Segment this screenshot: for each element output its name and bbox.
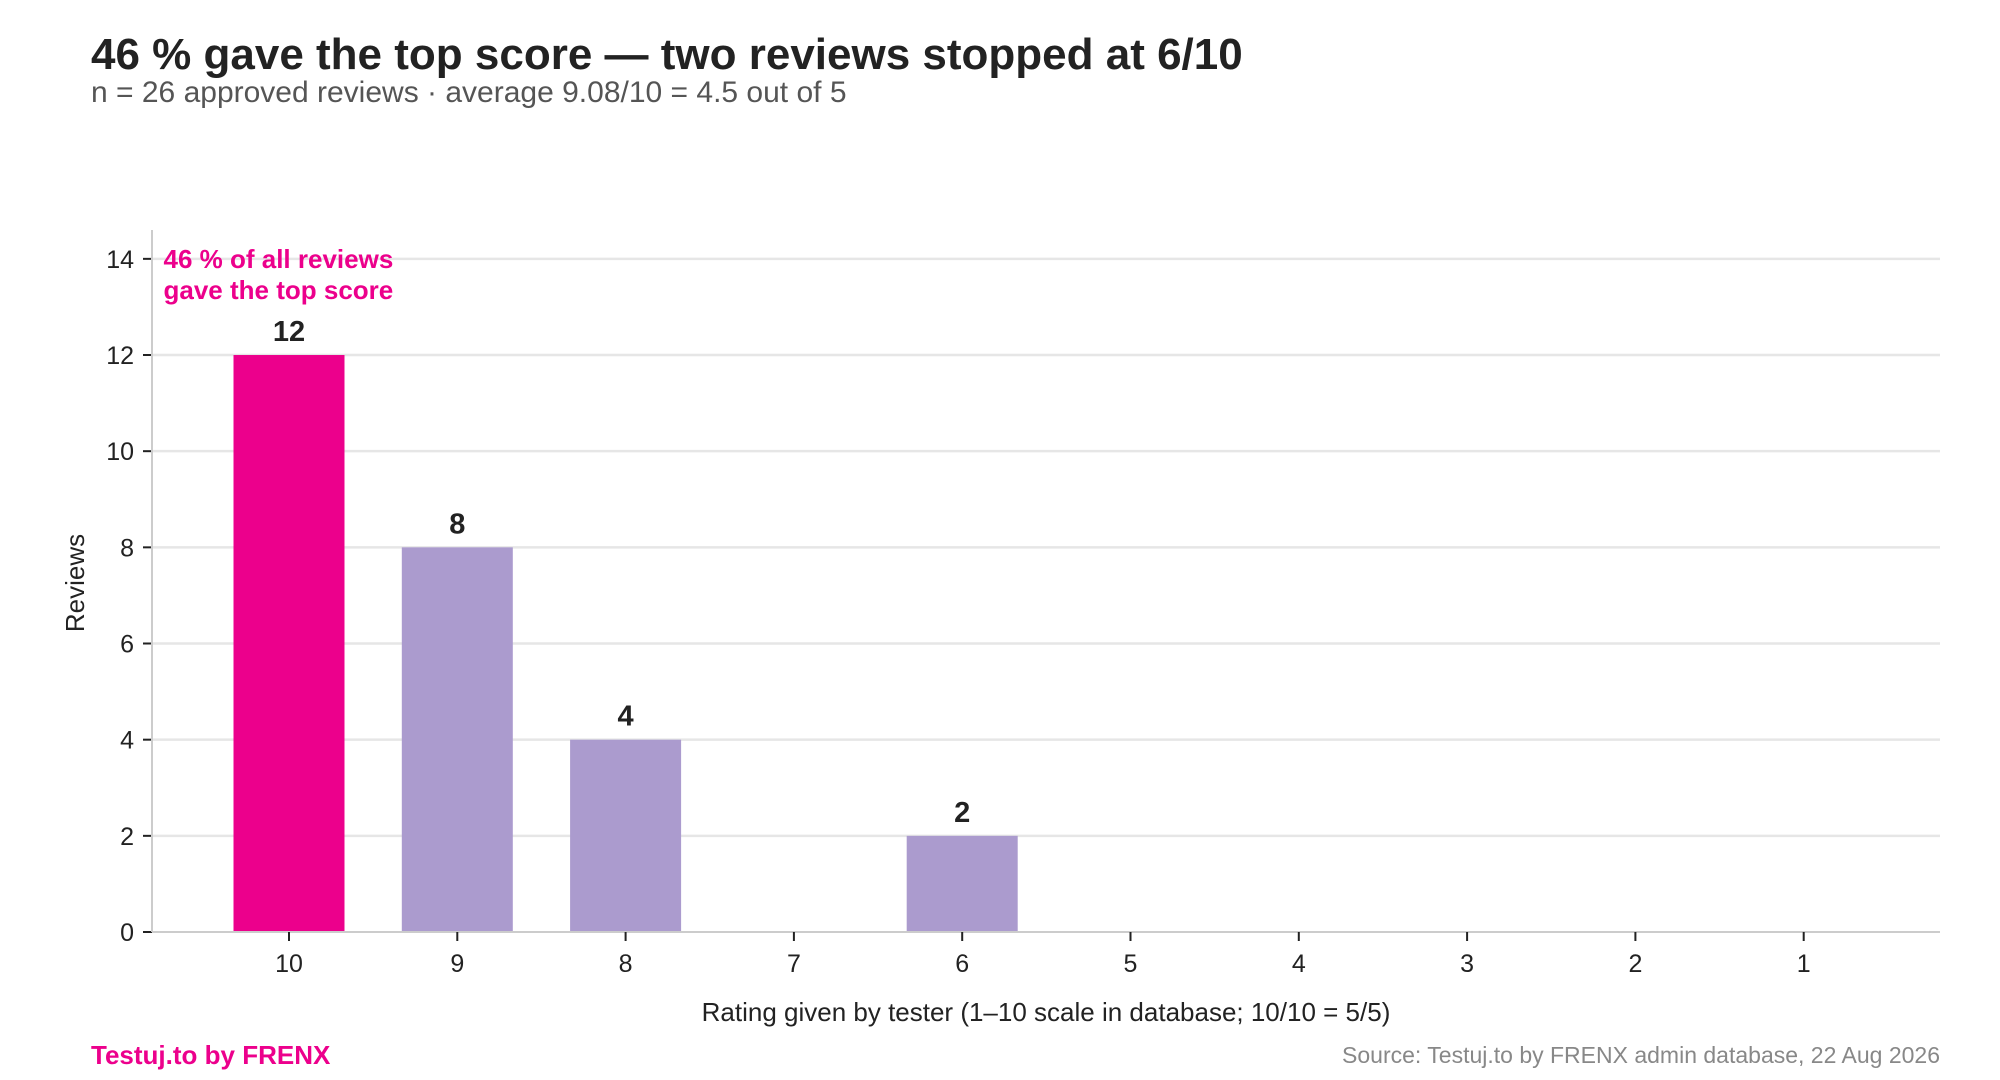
- bar-rating-10: [233, 355, 345, 933]
- data-labels: 12 8 4 2: [273, 316, 970, 829]
- y-tick-label: 4: [120, 727, 134, 755]
- data-label-rating-10: 12: [273, 316, 305, 348]
- x-tick-label: 6: [955, 950, 969, 978]
- top-score-annotation: 46 % of all reviews gave the top score: [164, 244, 394, 305]
- chart-subtitle: n = 26 approved reviews · average 9.08/1…: [91, 76, 847, 109]
- x-tick-label: 9: [450, 950, 464, 978]
- x-tick-label: 7: [787, 950, 801, 978]
- y-tick-label: 2: [120, 823, 134, 851]
- y-tick-label: 10: [106, 438, 134, 466]
- bar-rating-8: [570, 739, 682, 932]
- y-tick-label: 14: [106, 246, 134, 274]
- data-label-rating-8: 4: [618, 701, 634, 733]
- x-tick-label: 3: [1460, 950, 1474, 978]
- data-label-rating-6: 2: [954, 797, 970, 829]
- y-tick-label: 6: [120, 631, 134, 659]
- y-tick-label: 0: [120, 919, 134, 947]
- annotation-line: gave the top score: [164, 275, 394, 305]
- x-axis-label: Rating given by tester (1–10 scale in da…: [702, 997, 1391, 1027]
- brand-label: Testuj.to by FRENX: [91, 1040, 331, 1070]
- chart-title: 46 % gave the top score — two reviews st…: [91, 30, 1243, 79]
- x-tick-label: 5: [1124, 950, 1138, 978]
- x-tick-label: 4: [1292, 950, 1306, 978]
- source-note: Source: Testuj.to by FRENX admin databas…: [1342, 1042, 1940, 1068]
- axes: 0 2 4 6 8 10 12 14 10 9 8 7 6 5 4 3 2 1: [106, 230, 1940, 978]
- x-tick-label: 10: [275, 950, 303, 978]
- bars: [233, 355, 1018, 933]
- y-tick-label: 12: [106, 342, 134, 370]
- y-axis-label: Reviews: [60, 534, 90, 632]
- x-tick-label: 8: [619, 950, 633, 978]
- annotation-line: 46 % of all reviews: [164, 244, 394, 274]
- bar-rating-9: [401, 547, 513, 932]
- x-tick-label: 1: [1797, 950, 1811, 978]
- x-tick-label: 2: [1628, 950, 1642, 978]
- y-tick-label: 8: [120, 534, 134, 562]
- data-label-rating-9: 8: [449, 508, 465, 540]
- bar-rating-6: [906, 835, 1018, 932]
